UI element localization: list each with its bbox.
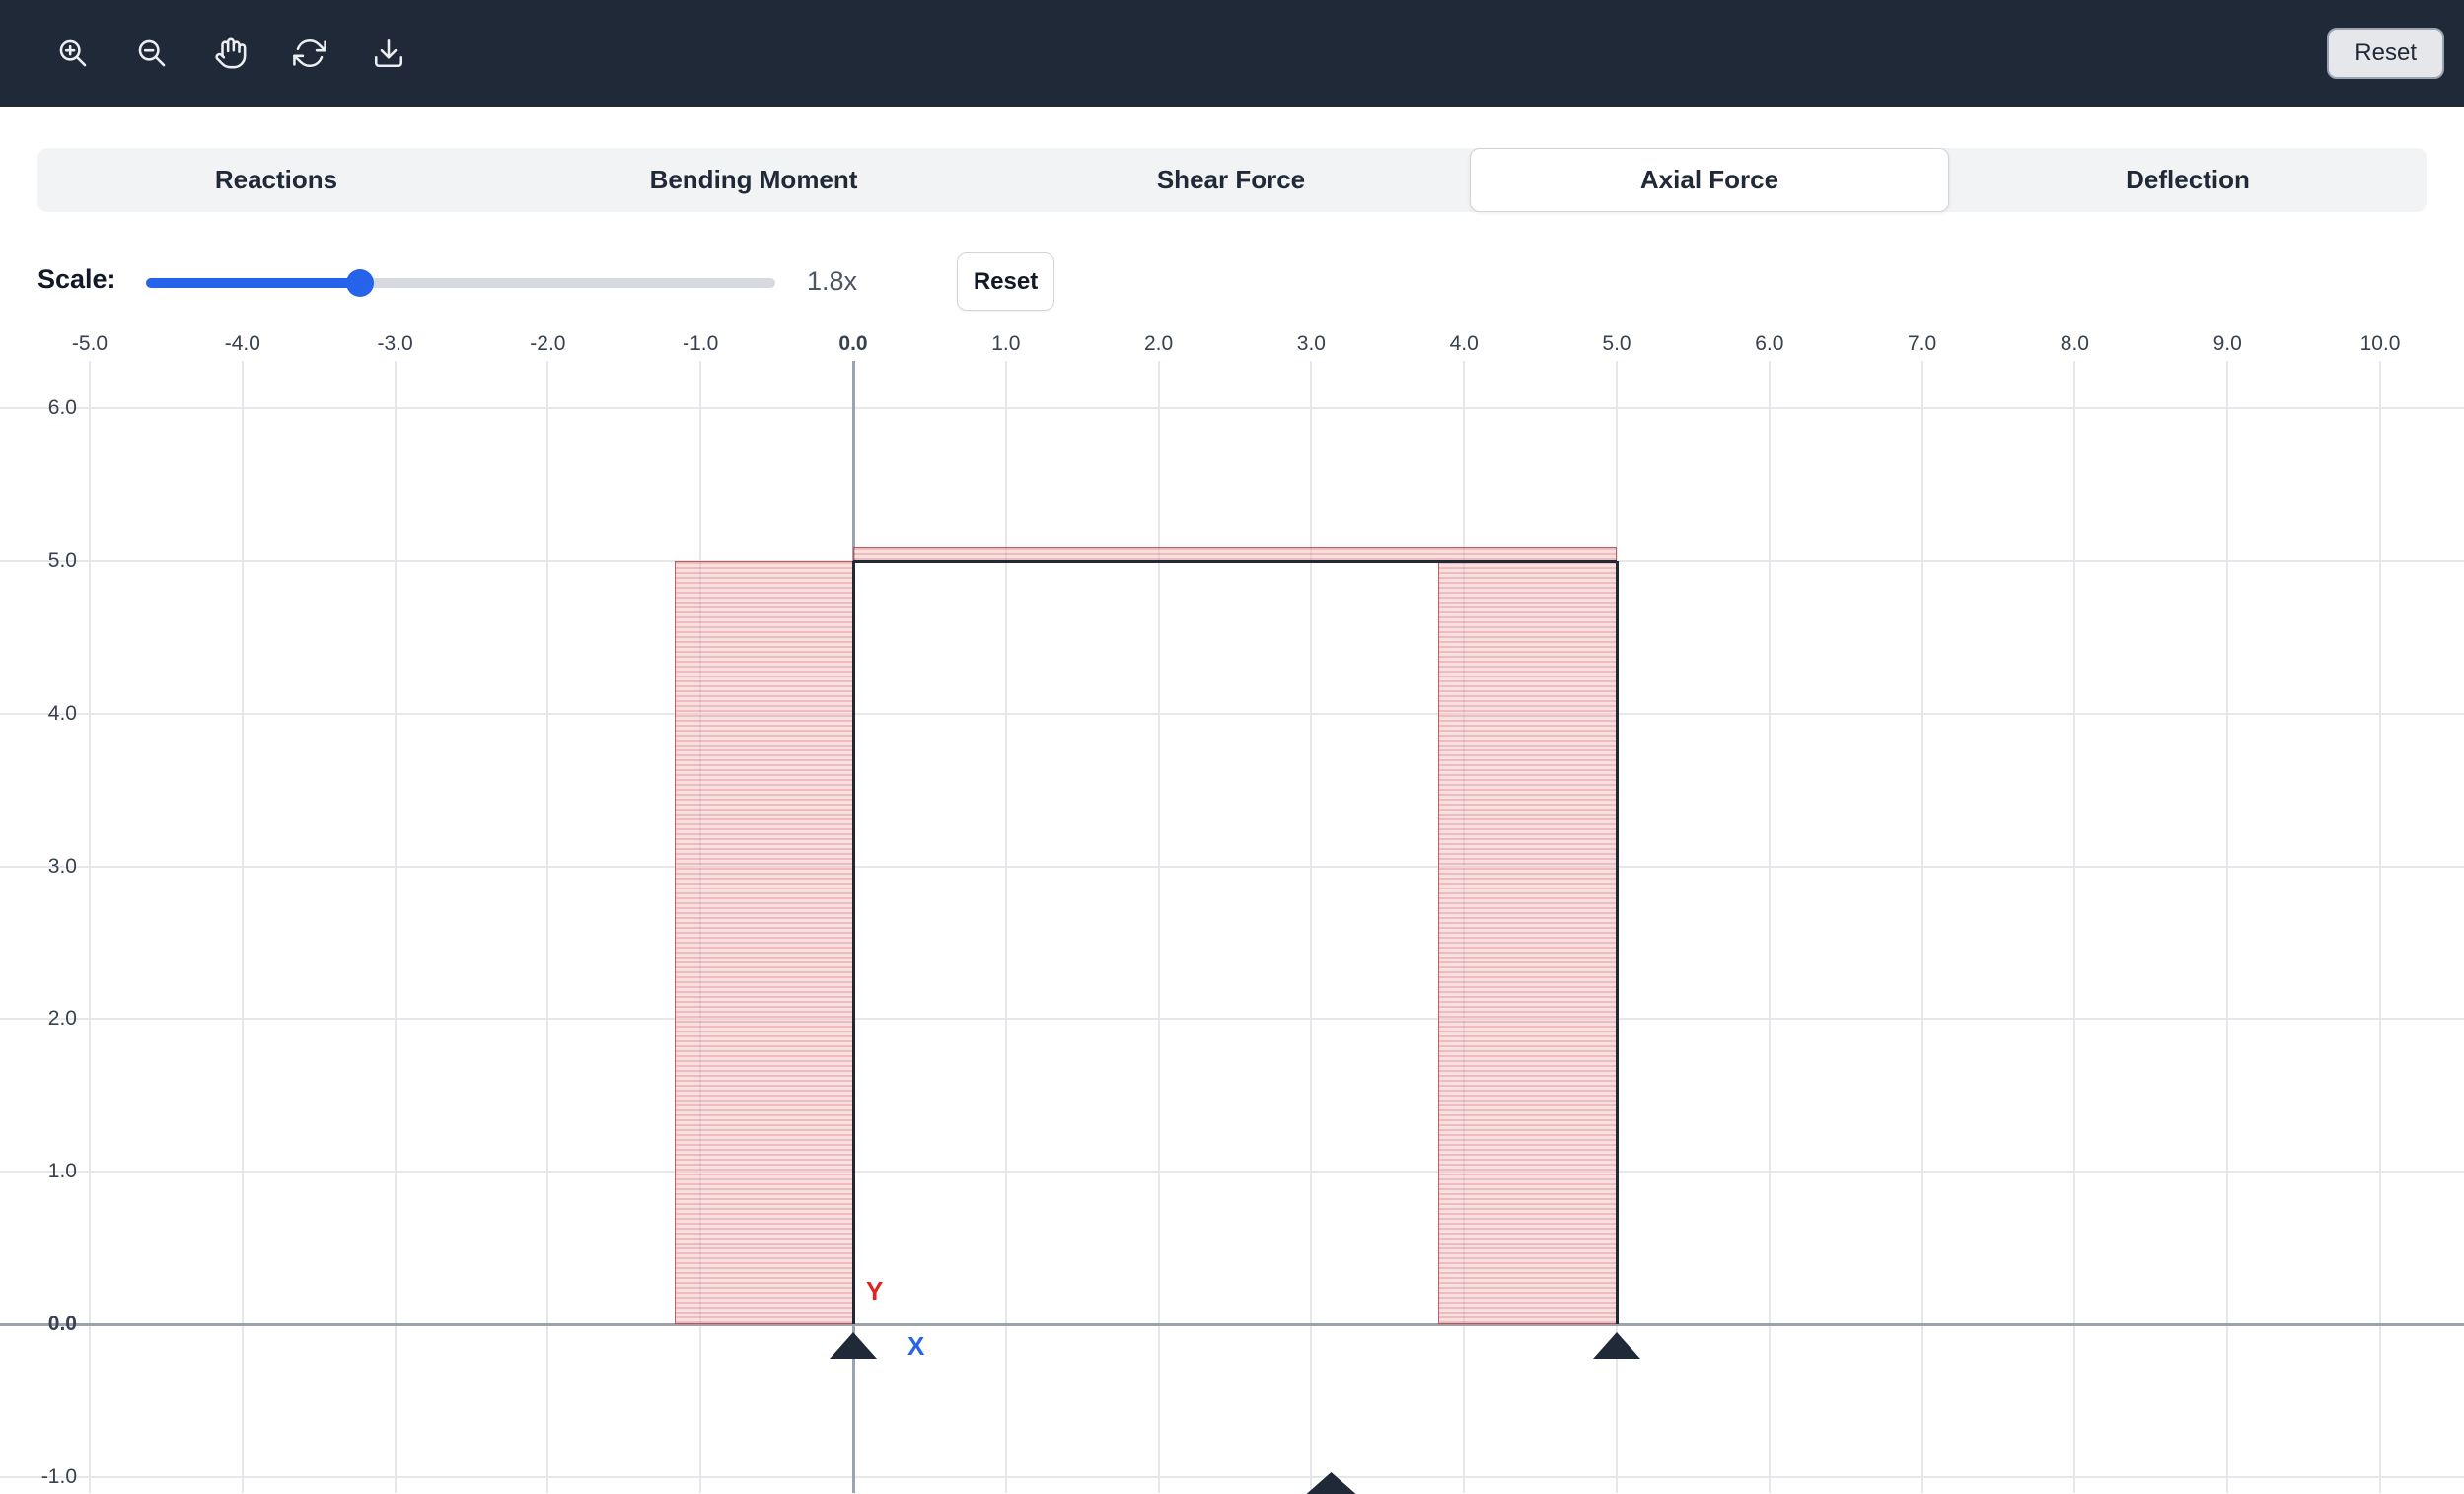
x-grid-line xyxy=(2226,361,2229,1493)
refresh-icon xyxy=(293,39,326,67)
download-button[interactable] xyxy=(367,32,410,75)
y-tick-label: 3.0 xyxy=(47,854,77,878)
x-grid-line xyxy=(546,361,549,1493)
x-tick-label: 8.0 xyxy=(2060,332,2089,355)
refresh-button[interactable] xyxy=(288,32,331,75)
x-tick-label: 3.0 xyxy=(1296,332,1326,355)
scale-value: 1.8x xyxy=(807,266,858,296)
axial-force-region xyxy=(674,561,853,1324)
x-tick-label: 5.0 xyxy=(1602,332,1631,355)
x-grid-line xyxy=(2379,361,2381,1493)
zoom-in-button[interactable] xyxy=(51,32,95,75)
tab-deflection[interactable]: Deflection xyxy=(2126,165,2250,194)
x-grid-line xyxy=(89,361,91,1493)
zoom-in-icon xyxy=(59,39,87,67)
x-tick-label: -2.0 xyxy=(530,332,566,355)
tab-bending-moment[interactable]: Bending Moment xyxy=(649,165,858,194)
y-zero-grid-line xyxy=(0,1323,2464,1326)
toolbar: Reset xyxy=(0,0,2464,107)
scale-label: Scale: xyxy=(37,264,116,294)
scale-slider-track[interactable] xyxy=(146,278,775,288)
hand-pan-icon xyxy=(215,37,247,69)
y-grid-line xyxy=(0,1475,2464,1478)
download-icon xyxy=(374,38,403,68)
scale-reset-button[interactable]: Reset xyxy=(957,252,1054,311)
y-tick-label: 1.0 xyxy=(47,1160,77,1183)
frame-member-right-column xyxy=(1615,561,1619,1324)
tab-shear-force[interactable]: Shear Force xyxy=(1156,165,1306,194)
pan-button[interactable] xyxy=(209,32,253,75)
y-grid-line xyxy=(0,407,2464,410)
x-tick-label: 10.0 xyxy=(2359,332,2401,355)
y-tick-label: 5.0 xyxy=(47,549,77,572)
x-axis-origin-label: X xyxy=(907,1331,925,1361)
x-grid-line xyxy=(1310,361,1313,1493)
y-grid-line xyxy=(0,1171,2464,1174)
x-tick-label: -1.0 xyxy=(683,332,719,355)
tab-reactions[interactable]: Reactions xyxy=(214,165,338,194)
axial-force-region xyxy=(1437,561,1617,1324)
x-tick-label: 0.0 xyxy=(838,332,868,355)
x-grid-line xyxy=(1920,361,1923,1493)
y-tick-label: 0.0 xyxy=(47,1313,77,1335)
x-grid-line xyxy=(2073,361,2076,1493)
toolbar-icon-group xyxy=(51,32,410,75)
x-tick-label: 7.0 xyxy=(1907,332,1937,355)
y-tick-label: -1.0 xyxy=(40,1464,77,1488)
zoom-out-button[interactable] xyxy=(130,32,174,75)
y-tick-label: 2.0 xyxy=(47,1007,77,1031)
x-tick-label: -4.0 xyxy=(224,332,260,355)
x-tick-label: 2.0 xyxy=(1143,332,1174,355)
x-grid-line xyxy=(241,361,244,1493)
x-tick-label: 4.0 xyxy=(1449,332,1479,355)
support-triangle xyxy=(1593,1332,1640,1359)
support-triangle xyxy=(830,1332,877,1359)
diagram-tab-bar: Reactions Bending Moment Shear Force Axi… xyxy=(37,148,2427,212)
scale-slider-fill xyxy=(146,278,360,288)
y-tick-label: 6.0 xyxy=(47,396,77,420)
x-tick-label: -5.0 xyxy=(71,332,109,355)
x-tick-label: 9.0 xyxy=(2212,332,2242,355)
scale-slider[interactable] xyxy=(146,268,775,298)
toolbar-reset-button[interactable]: Reset xyxy=(2327,28,2444,79)
y-tick-label: 4.0 xyxy=(47,701,77,725)
x-tick-label: -3.0 xyxy=(377,332,413,355)
x-tick-label: 1.0 xyxy=(991,332,1021,355)
x-grid-line xyxy=(1768,361,1771,1493)
y-axis-origin-label: Y xyxy=(866,1276,884,1306)
y-grid-line xyxy=(0,712,2464,715)
x-grid-line xyxy=(394,361,397,1493)
x-grid-line xyxy=(1157,361,1160,1493)
frame-member-left-column xyxy=(851,561,855,1324)
frame-member-beam xyxy=(853,559,1617,563)
tab-axial-force[interactable]: Axial Force xyxy=(1470,148,1949,212)
y-grid-line xyxy=(0,865,2464,868)
x-grid-line xyxy=(1004,361,1007,1493)
x-tick-label: 6.0 xyxy=(1755,332,1784,355)
scale-slider-thumb[interactable] xyxy=(345,269,374,297)
y-grid-line xyxy=(0,1018,2464,1021)
zoom-out-icon xyxy=(138,39,166,67)
